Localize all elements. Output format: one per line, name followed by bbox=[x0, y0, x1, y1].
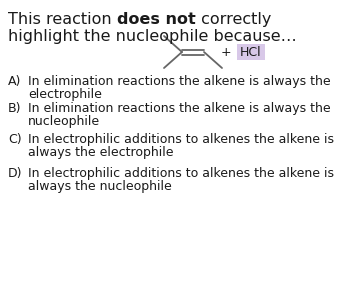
Text: +: + bbox=[221, 47, 231, 59]
Text: always the nucleophile: always the nucleophile bbox=[28, 180, 172, 193]
Text: does not: does not bbox=[117, 12, 196, 27]
FancyBboxPatch shape bbox=[237, 44, 265, 60]
Text: electrophile: electrophile bbox=[28, 88, 102, 101]
Text: D): D) bbox=[8, 167, 22, 180]
Text: In electrophilic additions to alkenes the alkene is: In electrophilic additions to alkenes th… bbox=[28, 133, 334, 146]
Text: correctly: correctly bbox=[196, 12, 271, 27]
Text: In elimination reactions the alkene is always the: In elimination reactions the alkene is a… bbox=[28, 102, 331, 115]
Text: C): C) bbox=[8, 133, 22, 146]
Text: nucleophile: nucleophile bbox=[28, 115, 100, 128]
Text: In elimination reactions the alkene is always the: In elimination reactions the alkene is a… bbox=[28, 75, 331, 88]
Text: This reaction: This reaction bbox=[8, 12, 117, 27]
Text: highlight the nucleophile because…: highlight the nucleophile because… bbox=[8, 29, 297, 44]
Text: A): A) bbox=[8, 75, 21, 88]
Text: B): B) bbox=[8, 102, 21, 115]
Text: HCl: HCl bbox=[240, 45, 262, 59]
Text: In electrophilic additions to alkenes the alkene is: In electrophilic additions to alkenes th… bbox=[28, 167, 334, 180]
Text: always the electrophile: always the electrophile bbox=[28, 146, 174, 159]
